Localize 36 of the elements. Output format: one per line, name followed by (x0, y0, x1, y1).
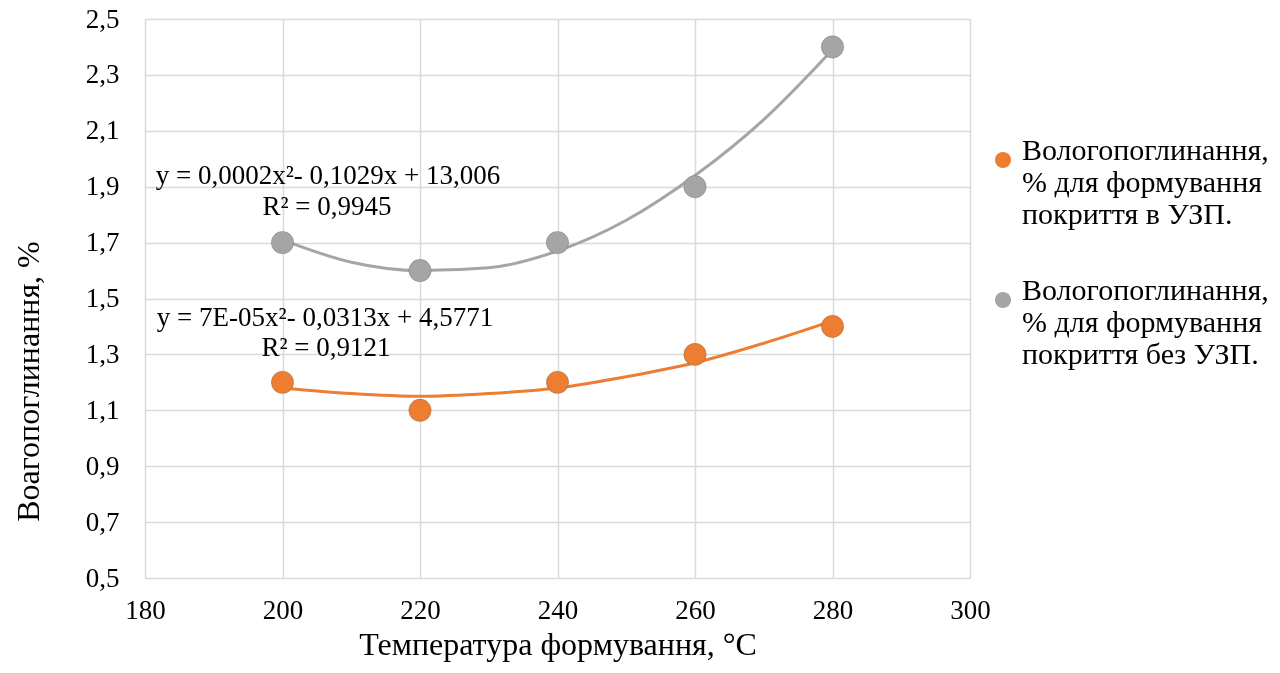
y-tick-label: 0,7 (85, 506, 120, 537)
annotation: y = 0,0002x²- 0,1029x + 13,006 (155, 160, 501, 190)
legend-label: Вологопоглинання, % для формування покриття в УЗП. (1022, 133, 1269, 230)
y-axis-title: Воагопоглинання, % (9, 241, 46, 522)
y-tick-label: 1,1 (85, 394, 120, 425)
x-tick-label: 260 (675, 594, 716, 625)
point (821, 314, 844, 338)
x-tick-label: 180 (125, 594, 166, 625)
annotation: y = 7E-05x²- 0,0313x + 4,5771 (156, 302, 494, 332)
x-tick-label: 240 (537, 594, 579, 625)
y-tick-label: 1,7 (85, 227, 120, 258)
y-tick-label: 0,9 (85, 450, 120, 481)
y-tick-label: 2,1 (85, 115, 120, 146)
point (546, 370, 569, 394)
legend-label: Вологопоглинання, % для формування покриття без УЗП. (1022, 273, 1269, 370)
point (683, 342, 707, 366)
point (821, 35, 844, 59)
y-tick-label: 1,9 (85, 171, 120, 202)
x-axis-title: Температура формування, °C (359, 625, 757, 662)
x-tick-label: 220 (400, 594, 441, 625)
annotation: R² = 0,9945 (262, 191, 392, 221)
y-tick-label: 1,5 (85, 283, 120, 313)
x-tick-label: 200 (262, 594, 304, 625)
y-tick-label: 2,5 (85, 3, 120, 34)
x-tick-label: 280 (812, 594, 854, 625)
point (271, 231, 294, 255)
point (408, 259, 432, 283)
point (271, 370, 294, 394)
y-tick-label: 1,3 (85, 338, 120, 369)
point (546, 231, 569, 255)
y-tick-label: 2,3 (85, 59, 120, 90)
y-tick-label: 0,5 (85, 562, 120, 593)
annotation: R² = 0,9121 (261, 332, 391, 362)
point (408, 398, 432, 422)
point (683, 175, 707, 199)
x-tick-label: 300 (950, 594, 991, 625)
